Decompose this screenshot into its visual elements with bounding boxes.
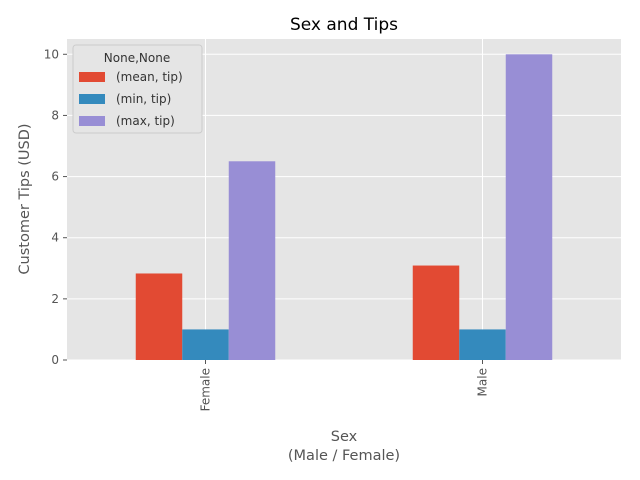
y-tick-label: 8	[51, 108, 59, 122]
legend-label: (mean, tip)	[116, 70, 183, 84]
y-tick-label: 2	[51, 292, 59, 306]
x-tick-label: Male	[476, 368, 490, 396]
legend-swatch	[79, 116, 105, 126]
bar	[505, 54, 553, 361]
bar	[228, 161, 276, 360]
x-axis-label-subtitle: (Male / Female)	[288, 448, 400, 464]
legend-swatch	[79, 94, 105, 104]
y-tick-label: 6	[51, 170, 59, 184]
y-tick-label: 10	[44, 47, 59, 61]
legend-label: (max, tip)	[116, 114, 175, 128]
y-tick-label: 4	[51, 231, 59, 245]
x-tick-label: Female	[199, 368, 213, 411]
legend-label: (min, tip)	[116, 92, 171, 106]
x-axis-ticks: Female Male	[199, 360, 490, 411]
legend-items: (mean, tip) (min, tip) (max, tip)	[79, 70, 183, 128]
legend: None,None (mean, tip) (min, tip) (max, tip…	[72, 44, 203, 134]
x-axis-label: Sex	[331, 429, 358, 445]
bars-group	[135, 54, 553, 361]
y-axis-label: Customer Tips (USD)	[17, 123, 33, 274]
legend-swatch	[79, 72, 105, 82]
legend-box	[72, 44, 203, 134]
bar	[182, 329, 229, 360]
legend-title: None,None	[104, 51, 170, 65]
y-tick-label: 0	[51, 353, 59, 367]
bar	[412, 265, 460, 360]
y-axis-ticks: 0 2 4 6 8 10	[44, 47, 67, 367]
bar	[459, 329, 506, 360]
bar	[135, 273, 183, 360]
chart-title: Sex and Tips	[290, 15, 398, 35]
